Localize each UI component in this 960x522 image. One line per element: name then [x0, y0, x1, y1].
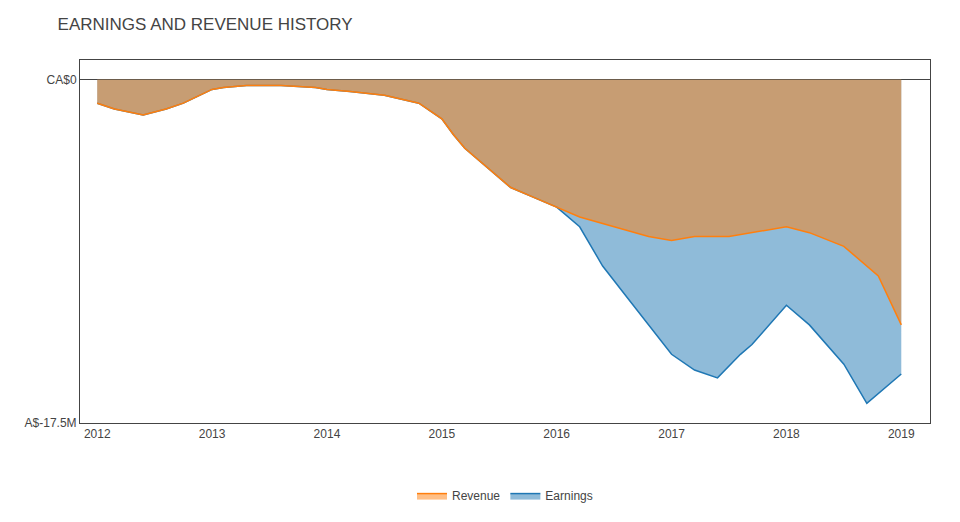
- svg-text:Revenue: Revenue: [452, 489, 500, 503]
- svg-text:A$-17.5M: A$-17.5M: [25, 416, 77, 430]
- svg-text:CA$0: CA$0: [47, 73, 77, 87]
- svg-text:2016: 2016: [543, 427, 570, 441]
- svg-text:2015: 2015: [428, 427, 455, 441]
- svg-text:2014: 2014: [314, 427, 341, 441]
- svg-text:2019: 2019: [888, 427, 915, 441]
- svg-text:2012: 2012: [84, 427, 111, 441]
- svg-text:Earnings: Earnings: [545, 489, 592, 503]
- svg-text:2018: 2018: [773, 427, 800, 441]
- svg-text:2017: 2017: [658, 427, 685, 441]
- svg-text:EARNINGS AND REVENUE HISTORY: EARNINGS AND REVENUE HISTORY: [58, 15, 353, 34]
- svg-text:2013: 2013: [199, 427, 226, 441]
